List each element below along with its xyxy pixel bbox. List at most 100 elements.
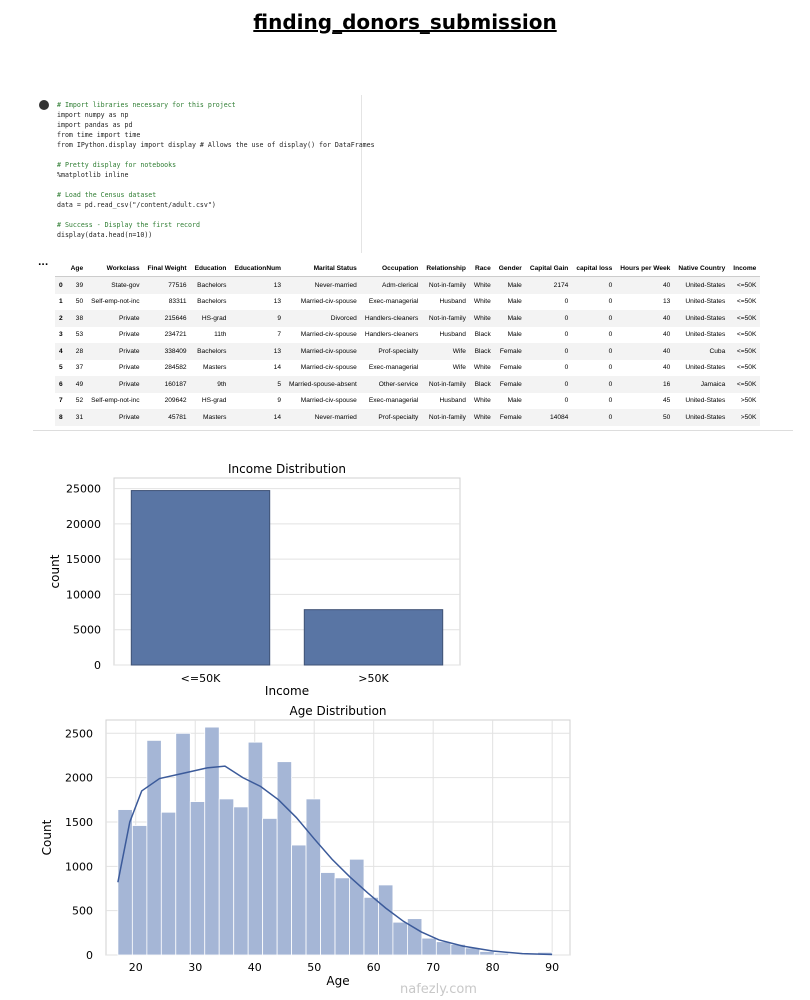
code-line: import pandas as pd [57, 121, 133, 129]
cell: 0 [525, 376, 573, 393]
table-row: 3 53 Private 234721 11th 7 Married-civ-spouse H… [55, 327, 760, 344]
row-index: 5 [59, 364, 63, 372]
y-tick-label: 5000 [73, 624, 101, 637]
cell: 28 [66, 343, 88, 360]
cell: Adm-clerical [360, 276, 423, 294]
cell: Married-civ-spouse [300, 397, 357, 405]
cell: 0 [525, 310, 573, 327]
cell: 14 [230, 409, 285, 426]
hist-bar [247, 741, 264, 956]
cell: 50 [616, 409, 675, 426]
cell: 49 [66, 376, 88, 393]
cell: 40 [616, 343, 675, 360]
cell: Male [494, 276, 526, 294]
cell: Male [507, 397, 522, 405]
cell: Bachelors [190, 343, 231, 360]
hist-bar [262, 818, 278, 956]
column-header: Race [469, 260, 495, 277]
cell: Other-service [360, 376, 423, 393]
cell: >50K [740, 397, 757, 405]
cell: White [469, 276, 495, 294]
hist-bar [146, 739, 162, 956]
cell: Private [118, 331, 140, 339]
cell: 13 [230, 276, 285, 294]
cell: 9 [230, 310, 285, 327]
cell: Private [87, 409, 144, 426]
hist-bar [334, 877, 350, 956]
code-line: # Pretty display for notebooks [57, 161, 177, 169]
cell: Exec-managerial [368, 397, 419, 405]
bar [303, 609, 444, 666]
y-axis-label: count [48, 554, 62, 588]
cell: Female [494, 343, 526, 360]
cell: Divorced [285, 310, 361, 327]
column-header: Age [66, 260, 88, 277]
table-row: 7 52 Self-emp-not-inc 209642 HS-grad 9 Married… [55, 393, 760, 410]
column-header: Workclass [87, 260, 144, 277]
row-index: 1 [59, 298, 63, 306]
code-cell: # Import libraries necessary for this pr… [33, 95, 375, 253]
column-header: capital loss [572, 260, 617, 277]
hist-bar [522, 953, 539, 956]
table-row: 2 38 Private 215646 HS-grad 9 Divorced Handlers… [55, 310, 761, 327]
y-tick-label: 2500 [65, 727, 93, 740]
table-row: 0 39 State-gov 77516 Bachelors 13 Never-marrie… [55, 276, 761, 294]
index-header [55, 260, 67, 277]
cell: United-States [674, 276, 730, 294]
code-line: display(data.head(n=10)) [57, 231, 153, 239]
cell: United-States [685, 364, 726, 372]
cell: 52 [75, 397, 84, 405]
x-tick-label: 50 [307, 961, 321, 974]
table-row: 4 28 Private 338409 Bachelors 13 Married-civ-s… [55, 343, 761, 360]
cell: 9th [190, 376, 231, 393]
cell: <=50K [736, 364, 757, 372]
cell: 39 [66, 276, 88, 294]
column-header: Capital Gain [525, 260, 573, 277]
x-tick-label: <=50K [181, 672, 221, 685]
cell: <=50K [729, 343, 761, 360]
cell: United-States [685, 397, 726, 405]
cell: <=50K [729, 276, 761, 294]
code-block: # Import libraries necessary for this pr… [57, 100, 375, 150]
x-tick-label: 60 [367, 961, 381, 974]
x-axis-label: Age [326, 974, 349, 988]
cell: 0 [564, 298, 569, 306]
cell: Prof-specialty [360, 409, 423, 426]
cell: Husband [439, 331, 466, 339]
cell: Exec-managerial [368, 298, 419, 306]
cell: Married-civ-spouse [300, 364, 357, 372]
cell: HS-grad [201, 397, 227, 405]
run-button[interactable] [39, 100, 49, 110]
hist-bar [276, 761, 293, 956]
cell: 45781 [143, 409, 191, 426]
hist-bar [493, 952, 510, 956]
cell: 0 [608, 364, 613, 372]
cell: Male [494, 310, 526, 327]
hist-bar [378, 884, 394, 956]
cell: Handlers-cleaners [364, 331, 419, 339]
page-title: finding_donors_submission [253, 10, 557, 34]
y-tick-label: 0 [94, 659, 101, 672]
y-tick-label: 15000 [66, 553, 101, 566]
cell: Bachelors [197, 298, 227, 306]
cell: Prof-specialty [360, 343, 423, 360]
cell: 53 [75, 331, 84, 339]
cell: Masters [190, 409, 231, 426]
hist-bar [305, 798, 321, 956]
column-header: EducationNum [230, 260, 285, 277]
cell: Black [469, 343, 495, 360]
hist-bar [131, 825, 148, 956]
cell: 0 [525, 343, 573, 360]
row-index: 2 [55, 310, 67, 327]
cell: 77516 [143, 276, 191, 294]
cell: 234721 [164, 331, 187, 339]
cell: White [473, 364, 491, 372]
plot-frame [105, 719, 571, 956]
cell: 50 [75, 298, 84, 306]
cell: Married-civ-spouse [300, 298, 357, 306]
code-line: # Import libraries necessary for this pr… [57, 101, 236, 109]
cell: White [473, 298, 491, 306]
hist-bar [204, 726, 220, 956]
cell: 7 [277, 331, 281, 339]
y-tick-label: 1500 [65, 816, 93, 829]
